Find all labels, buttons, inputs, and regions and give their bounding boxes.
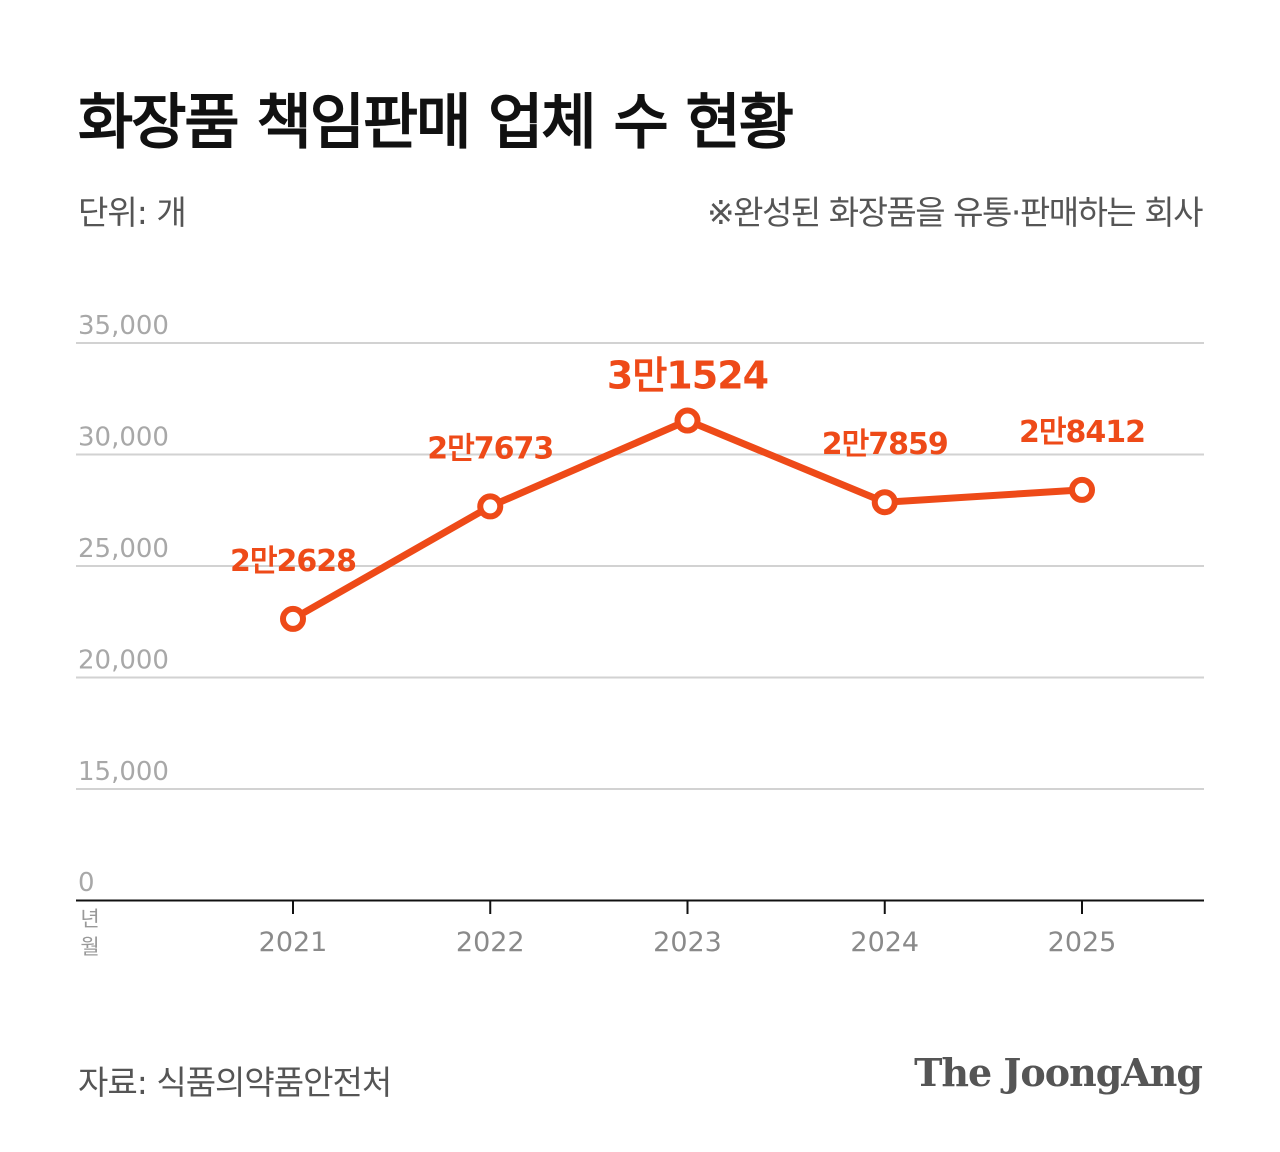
source-label: 자료: 식품의약품안전처 [78,1063,392,1102]
gridlines [76,342,1204,790]
x-tick-label: 2021 [259,927,328,958]
x-axis-unit-label-top: 년 [80,907,99,931]
data-label: 2만7859 [822,427,948,462]
y-tick-label: 0 [78,868,95,898]
y-axis-tick-labels: 0 15,000 20,000 25,000 30,000 35,000 [78,311,169,898]
unit-label: 단위: 개 [78,193,187,232]
y-tick-label: 15,000 [78,757,169,787]
x-tick-label: 2022 [456,927,525,958]
data-point [674,407,701,434]
data-point [871,489,898,516]
chart-title: 화장품 책임판매 업체 수 현황 [78,88,794,158]
data-label: 2만8412 [1019,415,1145,450]
data-label: 2만7673 [427,431,553,466]
series-line [289,417,1086,623]
data-label-highlight: 3만1524 [607,354,768,398]
y-tick-label: 20,000 [78,646,169,676]
x-tick-label: 2024 [850,927,919,958]
data-point [477,493,504,520]
data-labels: 2만2628 2만7673 3만1524 2만7859 2만8412 [230,354,1146,579]
series-line-path [289,417,1086,623]
x-axis-ticks: 2021 2022 2023 2024 2025 [259,901,1117,958]
data-points [280,407,1095,632]
y-tick-label: 25,000 [78,534,169,564]
brand-logo: The JoongAng [914,1050,1203,1095]
x-axis-unit-label-bottom: 월 [80,935,99,959]
data-point [280,605,306,632]
x-tick-label: 2023 [653,927,722,958]
data-point [1069,476,1095,503]
y-tick-label: 30,000 [78,423,169,453]
data-label: 2만2628 [230,544,356,579]
x-tick-label: 2025 [1048,927,1117,958]
y-tick-label: 35,000 [78,311,169,341]
chart-note: ※완성된 화장품을 유통·판매하는 회사 [706,193,1204,232]
